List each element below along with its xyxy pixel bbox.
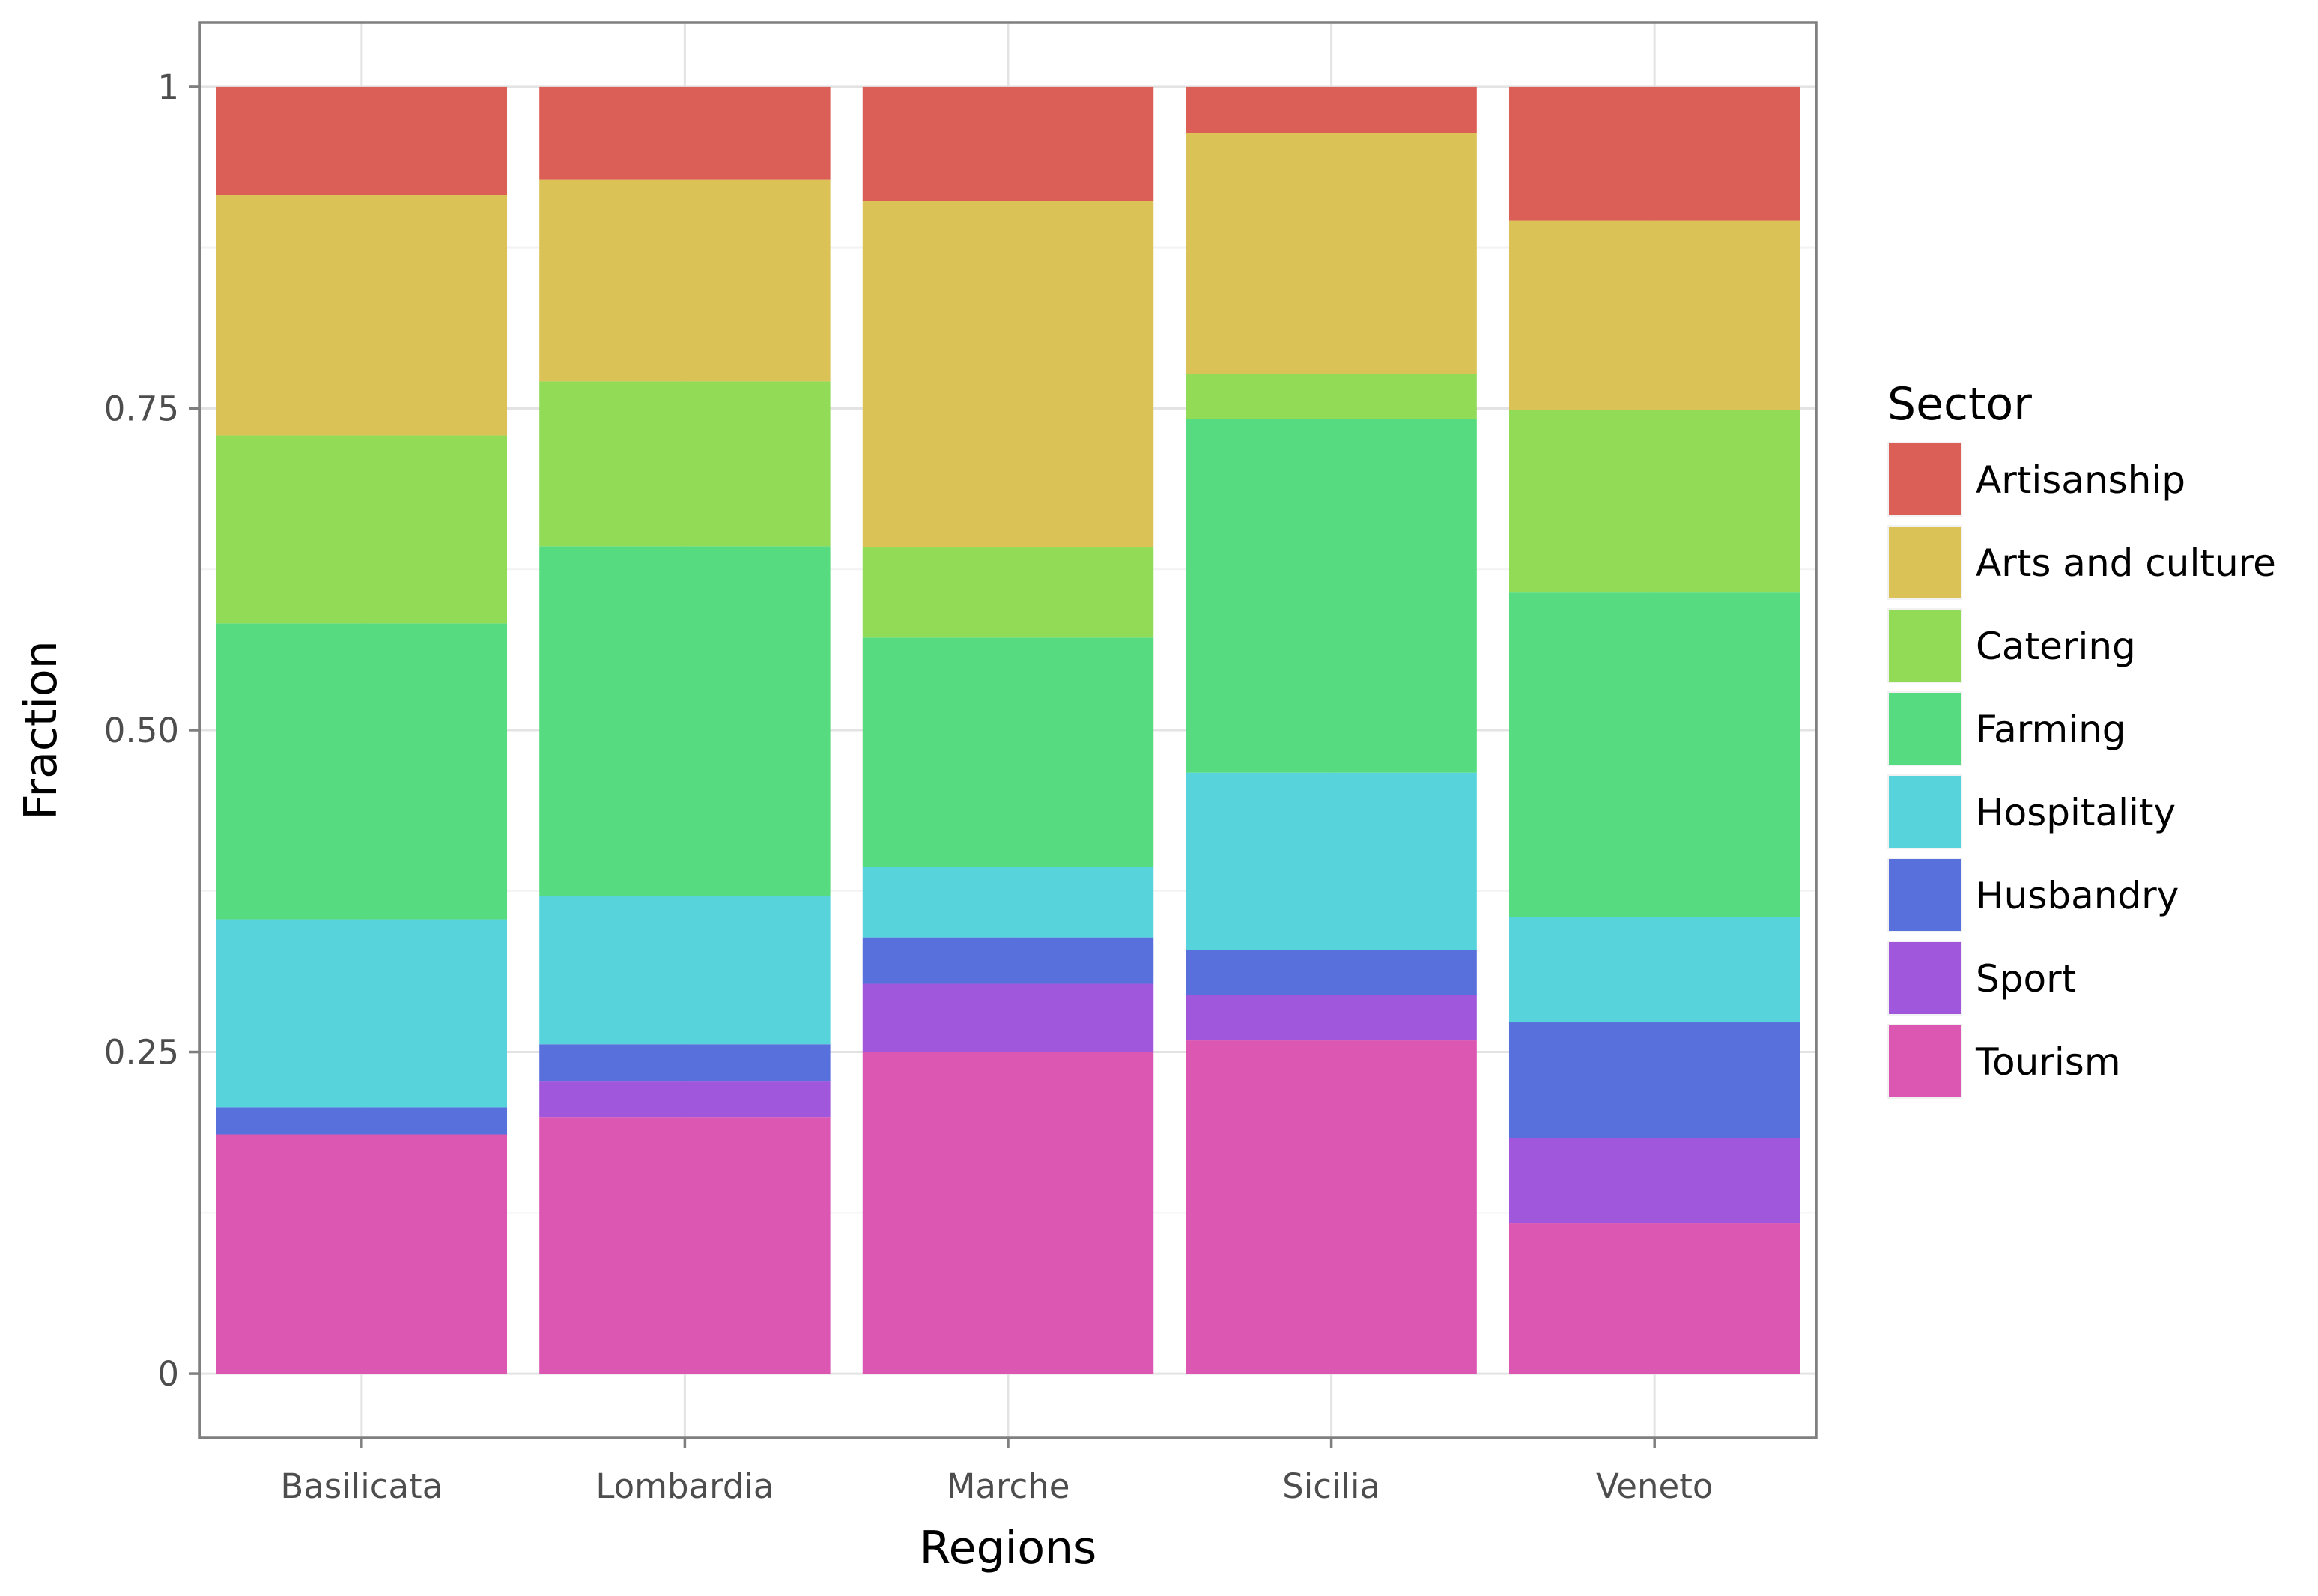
- bar-segment-veneto-arts-and-culture: Veneto — Arts and culture: 0.147: [1508, 220, 1800, 410]
- bar-segment-basilicata-hospitality: Basilicata — Hospitality: 0.146: [216, 919, 508, 1108]
- legend-swatch-tourism: [1889, 1025, 1961, 1097]
- y-tick-label: 1: [157, 67, 179, 107]
- bar-segment-lombardia-sport: Lombardia — Sport: 0.028: [539, 1081, 831, 1118]
- bar-segment-veneto-catering: Veneto — Catering: 0.142: [1508, 410, 1800, 593]
- bar-segment-marche-artisanship: Marche — Artisanship: 0.089: [862, 86, 1154, 201]
- legend-title: Sector: [1887, 378, 2032, 431]
- legend-label-husbandry: Husbandry: [1976, 874, 2179, 917]
- y-tick-label: 0.25: [104, 1033, 179, 1072]
- bar-segment-sicilia-sport: Sicilia — Sport: 0.035: [1186, 995, 1477, 1041]
- bar-segment-sicilia-artisanship: Sicilia — Artisanship: 0.036: [1186, 86, 1477, 133]
- bar-segment-marche-hospitality: Marche — Hospitality: 0.055: [862, 867, 1154, 938]
- bar-segment-lombardia-hospitality: Lombardia — Hospitality: 0.115: [539, 896, 831, 1045]
- bar-segment-veneto-hospitality: Veneto — Hospitality: 0.082: [1508, 917, 1800, 1023]
- bar-segment-sicilia-husbandry: Sicilia — Husbandry: 0.035: [1186, 950, 1477, 995]
- legend-label-farming: Farming: [1976, 708, 2126, 751]
- legend-swatch-hospitality: [1889, 776, 1961, 848]
- bar-segment-marche-sport: Marche — Sport: 0.053: [862, 983, 1154, 1052]
- bar-segment-marche-farming: Marche — Farming: 0.178: [862, 637, 1154, 867]
- bar-segment-lombardia-husbandry: Lombardia — Husbandry: 0.029: [539, 1044, 831, 1082]
- legend-swatch-catering: [1889, 610, 1961, 682]
- bar-segment-marche-husbandry: Marche — Husbandry: 0.036: [862, 937, 1154, 984]
- bar-segment-basilicata-farming: Basilicata — Farming: 0.23: [216, 623, 508, 920]
- bar-segment-marche-arts-and-culture: Marche — Arts and culture: 0.269: [862, 201, 1154, 548]
- legend-swatch-sport: [1889, 942, 1961, 1014]
- bar-segment-veneto-farming: Veneto — Farming: 0.252: [1508, 592, 1800, 917]
- bar-segment-basilicata-artisanship: Basilicata — Artisanship: 0.084: [216, 86, 508, 195]
- legend-label-catering: Catering: [1976, 625, 2136, 668]
- x-tick-label-veneto: Veneto: [1596, 1466, 1713, 1506]
- y-axis-title: Fraction: [15, 640, 67, 820]
- x-axis: Basilicata Lombardia Marche Sicilia Veneto: [280, 1438, 1713, 1506]
- x-tick-label-lombardia: Lombardia: [595, 1466, 774, 1506]
- x-tick-label-basilicata: Basilicata: [280, 1466, 443, 1506]
- legend-swatch-husbandry: [1889, 859, 1961, 931]
- legend-label-arts-and-culture: Arts and culture: [1976, 541, 2276, 585]
- bars: Basilicata — Tourism: 0.186Basilicata — …: [216, 86, 1800, 1374]
- bar-segment-veneto-husbandry: Veneto — Husbandry: 0.09: [1508, 1022, 1800, 1138]
- bar-segment-veneto-tourism: Veneto — Tourism: 0.117: [1508, 1223, 1800, 1374]
- bar-segment-basilicata-tourism: Basilicata — Tourism: 0.186: [216, 1134, 508, 1374]
- bar-segment-marche-tourism: Marche — Tourism: 0.25: [862, 1052, 1154, 1374]
- x-tick-label-sicilia: Sicilia: [1282, 1466, 1380, 1506]
- bar-segment-lombardia-tourism: Lombardia — Tourism: 0.199: [539, 1117, 831, 1374]
- legend-label-hospitality: Hospitality: [1976, 791, 2176, 834]
- bar-segment-lombardia-arts-and-culture: Lombardia — Arts and culture: 0.157: [539, 179, 831, 382]
- x-axis-title: Regions: [920, 1522, 1097, 1574]
- bar-segment-sicilia-farming: Sicilia — Farming: 0.275: [1186, 419, 1477, 773]
- y-axis: 0 0.25 0.50 0.75 1: [104, 67, 200, 1394]
- legend: Sector Artisanship Arts and culture Cateri…: [1887, 378, 2276, 1099]
- legend-label-tourism: Tourism: [1975, 1040, 2121, 1084]
- bar-segment-lombardia-artisanship: Lombardia — Artisanship: 0.072: [539, 86, 831, 180]
- bar-segment-lombardia-farming: Lombardia — Farming: 0.272: [539, 546, 831, 896]
- bar-segment-lombardia-catering: Lombardia — Catering: 0.128: [539, 381, 831, 547]
- legend-swatch-arts-and-culture: [1889, 527, 1961, 598]
- legend-swatch-farming: [1889, 693, 1961, 765]
- bar-segment-veneto-artisanship: Veneto — Artisanship: 0.104: [1508, 86, 1800, 221]
- bar-segment-sicilia-catering: Sicilia — Catering: 0.035: [1186, 374, 1477, 419]
- bar-segment-basilicata-husbandry: Basilicata — Husbandry: 0.021: [216, 1107, 508, 1135]
- bar-segment-basilicata-catering: Basilicata — Catering: 0.146: [216, 435, 508, 624]
- bar-segment-sicilia-arts-and-culture: Sicilia — Arts and culture: 0.187: [1186, 133, 1477, 374]
- bar-segment-marche-catering: Marche — Catering: 0.07: [862, 547, 1154, 638]
- legend-label-sport: Sport: [1976, 957, 2076, 1001]
- bar-segment-veneto-sport: Veneto — Sport: 0.066: [1508, 1138, 1800, 1224]
- bar-segment-basilicata-arts-and-culture: Basilicata — Arts and culture: 0.187: [216, 195, 508, 436]
- bar-segment-sicilia-hospitality: Sicilia — Hospitality: 0.138: [1186, 772, 1477, 950]
- bar-segment-sicilia-tourism: Sicilia — Tourism: 0.259: [1186, 1040, 1477, 1374]
- legend-label-artisanship: Artisanship: [1976, 458, 2185, 502]
- y-tick-label: 0: [157, 1354, 179, 1394]
- y-tick-label: 0.75: [104, 389, 179, 428]
- y-tick-label: 0.50: [104, 711, 179, 750]
- legend-swatch-artisanship: [1889, 443, 1961, 515]
- x-tick-label-marche: Marche: [947, 1466, 1070, 1506]
